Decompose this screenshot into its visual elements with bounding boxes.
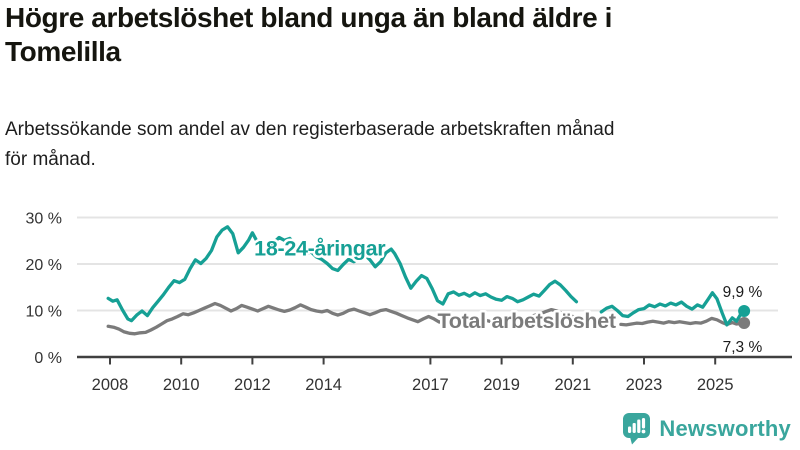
x-tick-label-2014: 2014 bbox=[305, 376, 342, 394]
series-label-total: Total arbetslöshet bbox=[438, 309, 616, 333]
x-tick-label-2008: 2008 bbox=[92, 376, 129, 394]
x-tick-label-2017: 2017 bbox=[412, 376, 449, 394]
x-tick-label-2019: 2019 bbox=[483, 376, 520, 394]
x-tick-label-2023: 2023 bbox=[626, 376, 663, 394]
y-tick-label-0: 0 % bbox=[34, 350, 62, 367]
x-tick-label-2010: 2010 bbox=[163, 376, 200, 394]
series-line-total-segment-2 bbox=[619, 316, 745, 327]
x-tick-label-2012: 2012 bbox=[234, 376, 271, 394]
newsworthy-logo: Newsworthy bbox=[622, 412, 791, 445]
newsworthy-logo-text: Newsworthy bbox=[659, 415, 791, 441]
end-value-label-total: 7,3 % bbox=[723, 339, 763, 356]
x-tick-label-2021: 2021 bbox=[554, 376, 591, 394]
chart-subtitle: Arbetssökande som andel av den registerb… bbox=[5, 119, 615, 170]
y-tick-label-10: 10 % bbox=[26, 304, 62, 321]
y-tick-label-20: 20 % bbox=[26, 257, 62, 274]
series-line-young-segment-1 bbox=[106, 225, 579, 323]
chart-title: Högre arbetslöshet bland unga än bland ä… bbox=[5, 2, 613, 67]
series-line-young-segment-2 bbox=[599, 291, 745, 327]
series-line-total-segment-1 bbox=[106, 301, 582, 336]
end-dot-young bbox=[738, 304, 751, 317]
end-value-label-young: 9,9 % bbox=[723, 284, 763, 301]
x-tick-label-2025: 2025 bbox=[697, 376, 734, 394]
series-label-young: 18-24-åringar bbox=[254, 237, 386, 261]
newsworthy-logo-icon bbox=[623, 413, 651, 445]
y-tick-label-30: 30 % bbox=[26, 211, 62, 228]
end-dot-total bbox=[738, 317, 751, 330]
